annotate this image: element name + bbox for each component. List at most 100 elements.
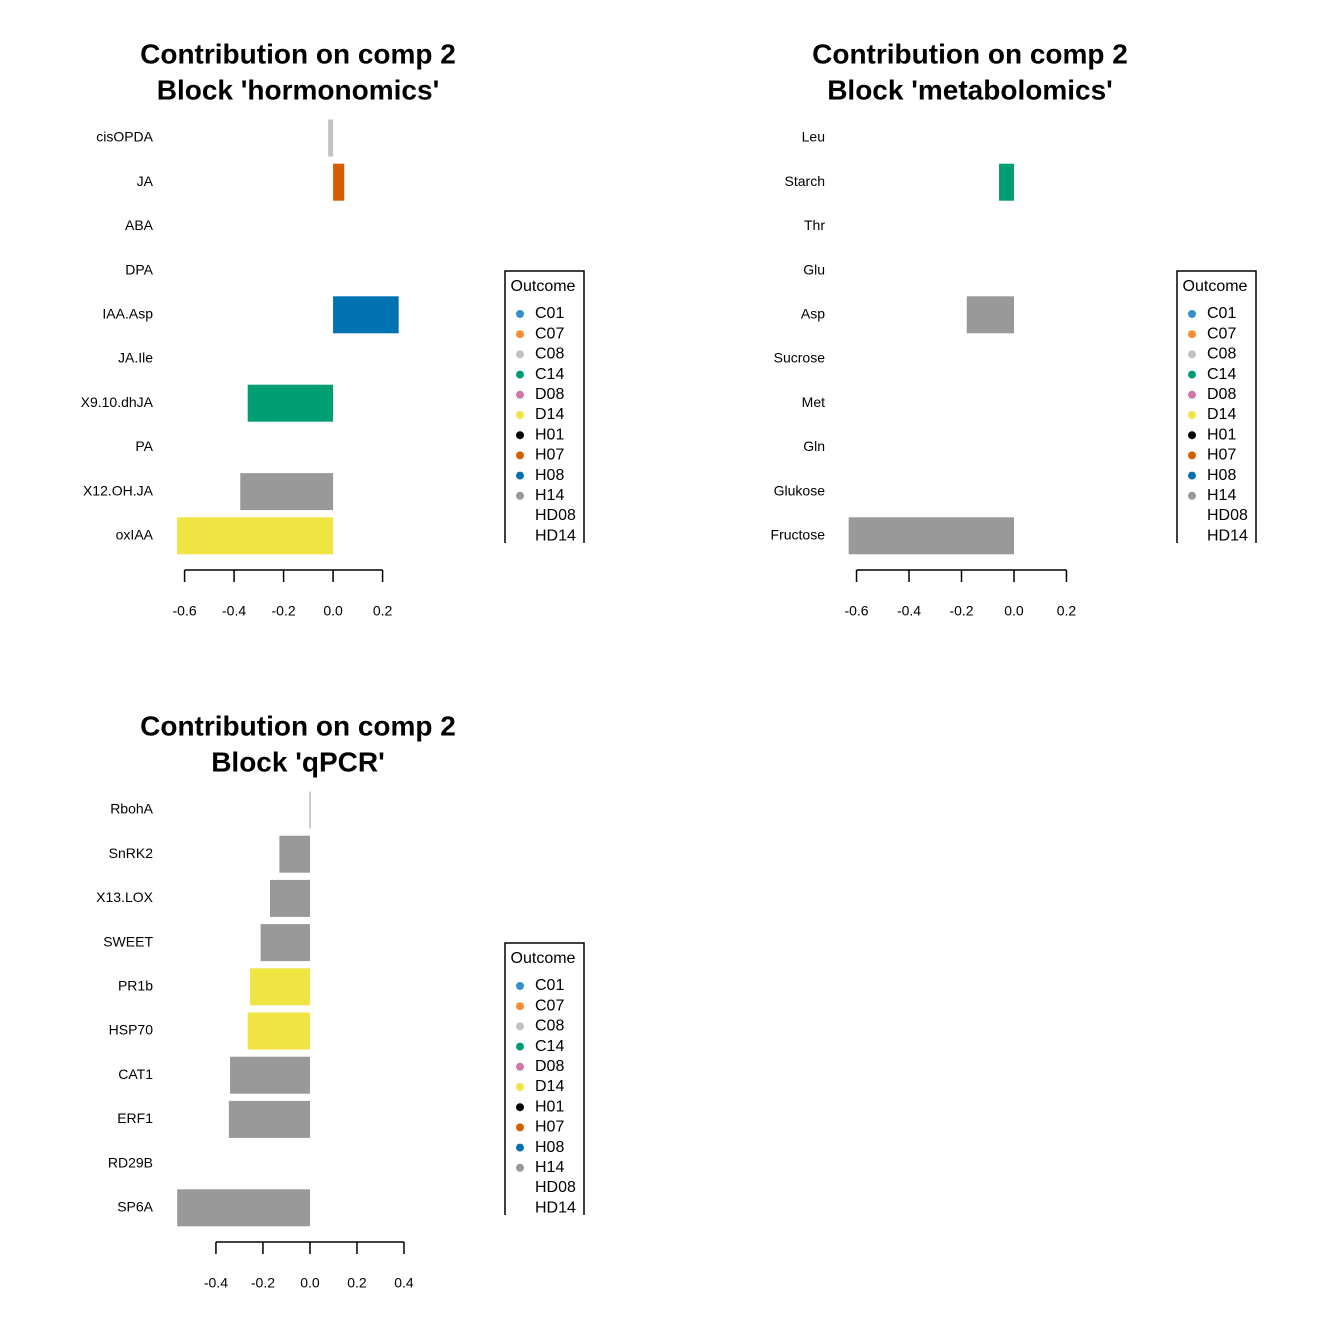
legend-label: H14 [535, 487, 564, 504]
chart-title: Contribution on comp 2 [140, 38, 456, 69]
category-label: X12.OH.JA [83, 482, 154, 498]
legend-box [504, 270, 585, 543]
bar [333, 296, 399, 334]
chart-panel: Contribution on comp 2 Block 'metabolomic… [771, 38, 1257, 619]
category-label: CAT1 [118, 1066, 153, 1082]
legend-marker [1188, 411, 1196, 419]
x-tick-label: -0.4 [204, 1275, 228, 1291]
legend-marker [516, 1123, 524, 1132]
x-tick-label: 0.0 [323, 603, 343, 619]
legend-label: C07 [535, 325, 564, 342]
legend-marker [516, 411, 524, 419]
legend-label: D08 [535, 1058, 564, 1075]
legend-title: Outcome [511, 278, 576, 295]
legend-marker [516, 1042, 524, 1051]
legend-marker [516, 1022, 524, 1031]
legend-marker [516, 1002, 524, 1011]
category-label: PR1b [118, 978, 153, 994]
bar [270, 879, 310, 917]
x-tick-label: 0.2 [347, 1275, 367, 1291]
legend-marker [516, 1083, 524, 1091]
category-label: Starch [785, 173, 825, 189]
legend-marker [1188, 390, 1196, 399]
bar [999, 163, 1014, 201]
legend-marker [516, 1062, 524, 1071]
category-label: Fructose [771, 527, 826, 543]
legend-marker [516, 330, 524, 339]
bar [260, 924, 310, 962]
legend-marker [516, 491, 524, 500]
legend-marker [1188, 350, 1196, 359]
legend-marker [1188, 491, 1196, 500]
legend-label: C08 [535, 1018, 564, 1035]
legend-title: Outcome [511, 950, 576, 967]
category-label: IAA.Asp [102, 306, 153, 322]
category-label: Glukose [774, 482, 826, 498]
legend-label: C08 [1207, 346, 1236, 363]
bar [250, 968, 310, 1006]
bar [228, 1100, 310, 1138]
category-label: RD29B [108, 1154, 153, 1170]
x-tick-label: -0.6 [844, 603, 868, 619]
chart-subtitle: Block 'metabolomics' [827, 74, 1113, 105]
legend-marker [516, 310, 524, 318]
legend-marker [516, 1163, 524, 1172]
legend-label: H07 [535, 447, 564, 464]
category-label: DPA [125, 261, 153, 277]
bar [247, 1012, 310, 1050]
legend-label: H14 [1207, 487, 1236, 504]
category-label: Sucrose [774, 350, 826, 366]
legend-marker [516, 451, 524, 460]
legend-label: D08 [535, 386, 564, 403]
legend-label: H07 [1207, 447, 1236, 464]
legend-label: HD08 [535, 507, 576, 524]
legend-label: H07 [535, 1119, 564, 1136]
category-label: RbohA [110, 801, 153, 817]
category-label: JA.Ile [118, 350, 153, 366]
x-tick-label: -0.2 [251, 1275, 275, 1291]
legend-label: C07 [1207, 325, 1236, 342]
category-label: Gln [803, 438, 825, 454]
x-tick-label: 0.2 [1057, 603, 1077, 619]
category-label: ERF1 [117, 1110, 153, 1126]
chart-panel: Contribution on comp 2 Block 'hormonomics… [81, 38, 585, 619]
legend-label: D14 [1207, 406, 1236, 423]
legend-label: D14 [535, 1078, 564, 1095]
legend-label: D08 [1207, 386, 1236, 403]
chart-subtitle: Block 'hormonomics' [157, 74, 439, 105]
x-tick-label: 0.2 [373, 603, 393, 619]
bar [328, 119, 334, 157]
category-label: SnRK2 [109, 845, 154, 861]
bar [240, 473, 334, 511]
legend-label: HD14 [1207, 527, 1248, 544]
legend-box [504, 942, 585, 1215]
legend-marker [1188, 471, 1196, 480]
legend-marker [516, 370, 524, 379]
bar [333, 163, 345, 201]
bar [279, 835, 310, 873]
legend-marker [1188, 330, 1196, 339]
x-tick-label: 0.4 [394, 1275, 414, 1291]
category-label: oxIAA [116, 527, 154, 543]
category-label: SWEET [103, 933, 153, 949]
category-label: SP6A [117, 1199, 153, 1215]
legend-label: HD08 [535, 1179, 576, 1196]
x-tick-label: 0.0 [1004, 603, 1024, 619]
category-label: Leu [802, 129, 825, 145]
category-label: Asp [801, 306, 825, 322]
legend-label: H08 [535, 467, 564, 484]
x-tick-label: -0.2 [949, 603, 973, 619]
legend-marker [1188, 431, 1196, 440]
bar [177, 517, 334, 555]
legend-label: H01 [535, 1098, 564, 1115]
legend-label: D14 [535, 406, 564, 423]
category-label: JA [137, 173, 154, 189]
x-tick-label: -0.4 [897, 603, 921, 619]
legend-marker [516, 982, 524, 990]
legend-label: C01 [1207, 305, 1236, 322]
legend-label: C08 [535, 346, 564, 363]
legend-label: H01 [535, 426, 564, 443]
category-label: cisOPDA [96, 129, 153, 145]
legend-box [1176, 270, 1257, 543]
